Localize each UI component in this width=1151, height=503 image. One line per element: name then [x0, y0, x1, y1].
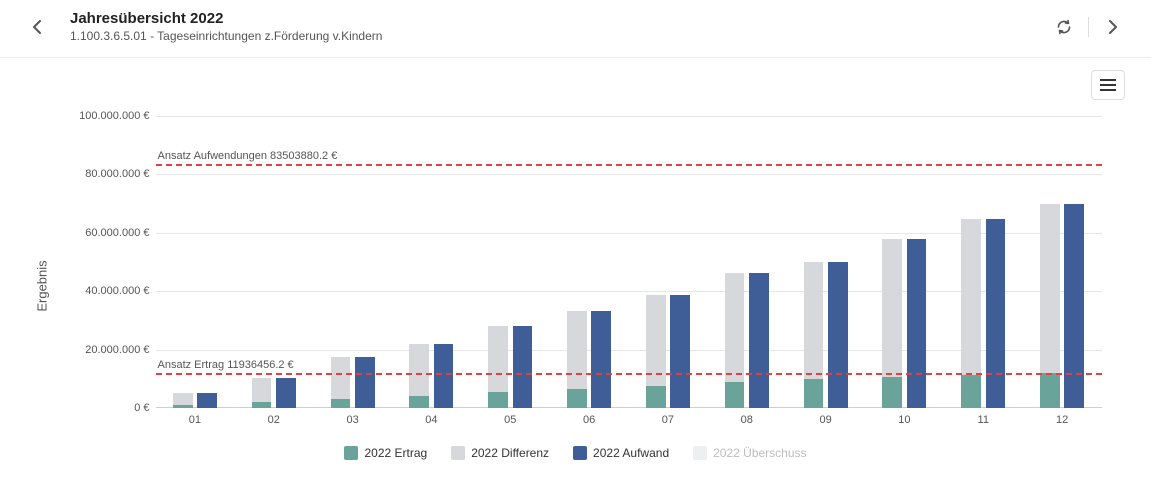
x-axis-line: [156, 407, 1102, 408]
legend-swatch: [573, 446, 587, 460]
x-tick-label: 02: [268, 414, 280, 426]
gridline: [156, 350, 1102, 351]
gridline: [156, 174, 1102, 175]
bar-differenz[interactable]: [961, 219, 981, 375]
legend-swatch: [451, 446, 465, 460]
bar-ertrag[interactable]: [646, 386, 666, 408]
bar-aufwand[interactable]: [1064, 204, 1084, 408]
legend-label: 2022 Überschuss: [713, 446, 806, 460]
reference-line: Ansatz Aufwendungen 83503880.2 €: [156, 164, 1102, 166]
legend-label: 2022 Aufwand: [593, 446, 669, 460]
x-tick-label: 03: [346, 414, 358, 426]
y-tick-label: 0 €: [134, 402, 149, 414]
legend-item-differenz[interactable]: 2022 Differenz: [451, 446, 549, 460]
chevron-right-icon: [1107, 20, 1119, 34]
x-tick-label: 05: [504, 414, 516, 426]
bar-aufwand[interactable]: [828, 262, 848, 408]
gridline: [156, 233, 1102, 234]
chart-legend: 2022 Ertrag 2022 Differenz 2022 Aufwand 202…: [26, 446, 1126, 460]
hamburger-icon: [1100, 79, 1116, 91]
bar-aufwand[interactable]: [197, 393, 217, 408]
page-header: Jahresübersicht 2022 1.100.3.6.5.01 - Ta…: [0, 0, 1151, 58]
legend-swatch: [693, 446, 707, 460]
legend-label: 2022 Differenz: [471, 446, 549, 460]
x-tick-label: 12: [1056, 414, 1068, 426]
bar-differenz[interactable]: [488, 326, 508, 392]
bar-differenz[interactable]: [409, 344, 429, 396]
reference-line: Ansatz Ertrag 11936456.2 €: [156, 373, 1102, 375]
y-axis-label: Ergebnis: [34, 260, 49, 311]
forward-button[interactable]: [1103, 17, 1123, 37]
page-title: Jahresübersicht 2022: [70, 10, 382, 27]
bar-ertrag[interactable]: [882, 377, 902, 408]
bar-ertrag[interactable]: [488, 392, 508, 408]
bar-differenz[interactable]: [882, 239, 902, 377]
x-tick-label: 08: [741, 414, 753, 426]
bar-differenz[interactable]: [173, 393, 193, 405]
x-tick-label: 10: [898, 414, 910, 426]
header-titles: Jahresübersicht 2022 1.100.3.6.5.01 - Ta…: [70, 10, 382, 43]
chevron-left-icon: [31, 20, 43, 34]
x-tick-label: 04: [425, 414, 437, 426]
bar-differenz[interactable]: [567, 311, 587, 389]
x-tick-label: 06: [583, 414, 595, 426]
refresh-button[interactable]: [1054, 17, 1074, 37]
bar-ertrag[interactable]: [961, 375, 981, 408]
bar-aufwand[interactable]: [355, 357, 375, 408]
bar-ertrag[interactable]: [252, 402, 272, 408]
legend-item-ertrag[interactable]: 2022 Ertrag: [344, 446, 427, 460]
bar-ertrag[interactable]: [1040, 373, 1060, 408]
y-tick-label: 100.000.000 €: [79, 110, 149, 122]
chart-menu-button[interactable]: [1091, 70, 1125, 100]
bar-aufwand[interactable]: [513, 326, 533, 408]
x-tick-label: 01: [189, 414, 201, 426]
bar-differenz[interactable]: [804, 262, 824, 379]
chart-plot: Ansatz Aufwendungen 83503880.2 € Ansatz E…: [156, 116, 1102, 408]
reference-line-label: Ansatz Aufwendungen 83503880.2 €: [158, 150, 338, 162]
page-subtitle: 1.100.3.6.5.01 - Tageseinrichtungen z.Fö…: [70, 29, 382, 43]
bar-ertrag[interactable]: [331, 399, 351, 408]
bar-ertrag[interactable]: [173, 405, 193, 408]
gridline: [156, 291, 1102, 292]
header-separator: [1088, 17, 1089, 37]
bar-ertrag[interactable]: [567, 389, 587, 408]
bar-aufwand[interactable]: [986, 219, 1006, 408]
y-tick-label: 20.000.000 €: [85, 344, 149, 356]
bar-differenz[interactable]: [1040, 204, 1060, 374]
chart-card: Ergebnis Ansatz Aufwendungen 83503880.2 …: [8, 58, 1143, 478]
bar-aufwand[interactable]: [907, 239, 927, 408]
legend-item-aufwand[interactable]: 2022 Aufwand: [573, 446, 669, 460]
bar-ertrag[interactable]: [804, 379, 824, 408]
bar-differenz[interactable]: [252, 378, 272, 402]
legend-swatch: [344, 446, 358, 460]
header-left: Jahresübersicht 2022 1.100.3.6.5.01 - Ta…: [28, 10, 382, 43]
bar-aufwand[interactable]: [434, 344, 454, 408]
bar-differenz[interactable]: [331, 357, 351, 399]
x-tick-row: 01 02 03 04 05 06 07 08 09 10 11 12: [156, 414, 1102, 432]
x-tick-label: 11: [978, 414, 989, 426]
bar-aufwand[interactable]: [591, 311, 611, 408]
bar-differenz[interactable]: [725, 273, 745, 382]
x-tick-label: 07: [662, 414, 674, 426]
y-tick-label: 40.000.000 €: [85, 285, 149, 297]
bar-aufwand[interactable]: [749, 273, 769, 408]
y-tick-label: 60.000.000 €: [85, 227, 149, 239]
bar-ertrag[interactable]: [725, 382, 745, 408]
refresh-icon: [1055, 18, 1073, 36]
legend-item-ueberschuss[interactable]: 2022 Überschuss: [693, 446, 806, 460]
bar-aufwand[interactable]: [670, 295, 690, 408]
header-right: [1054, 17, 1123, 37]
bar-ertrag[interactable]: [409, 396, 429, 408]
bar-aufwand[interactable]: [276, 378, 296, 408]
reference-line-label: Ansatz Ertrag 11936456.2 €: [158, 359, 294, 371]
gridline: [156, 116, 1102, 117]
x-tick-label: 09: [819, 414, 831, 426]
y-tick-label: 80.000.000 €: [85, 168, 149, 180]
back-button[interactable]: [28, 18, 46, 36]
legend-label: 2022 Ertrag: [364, 446, 427, 460]
chart-area: Ergebnis Ansatz Aufwendungen 83503880.2 …: [26, 106, 1126, 466]
